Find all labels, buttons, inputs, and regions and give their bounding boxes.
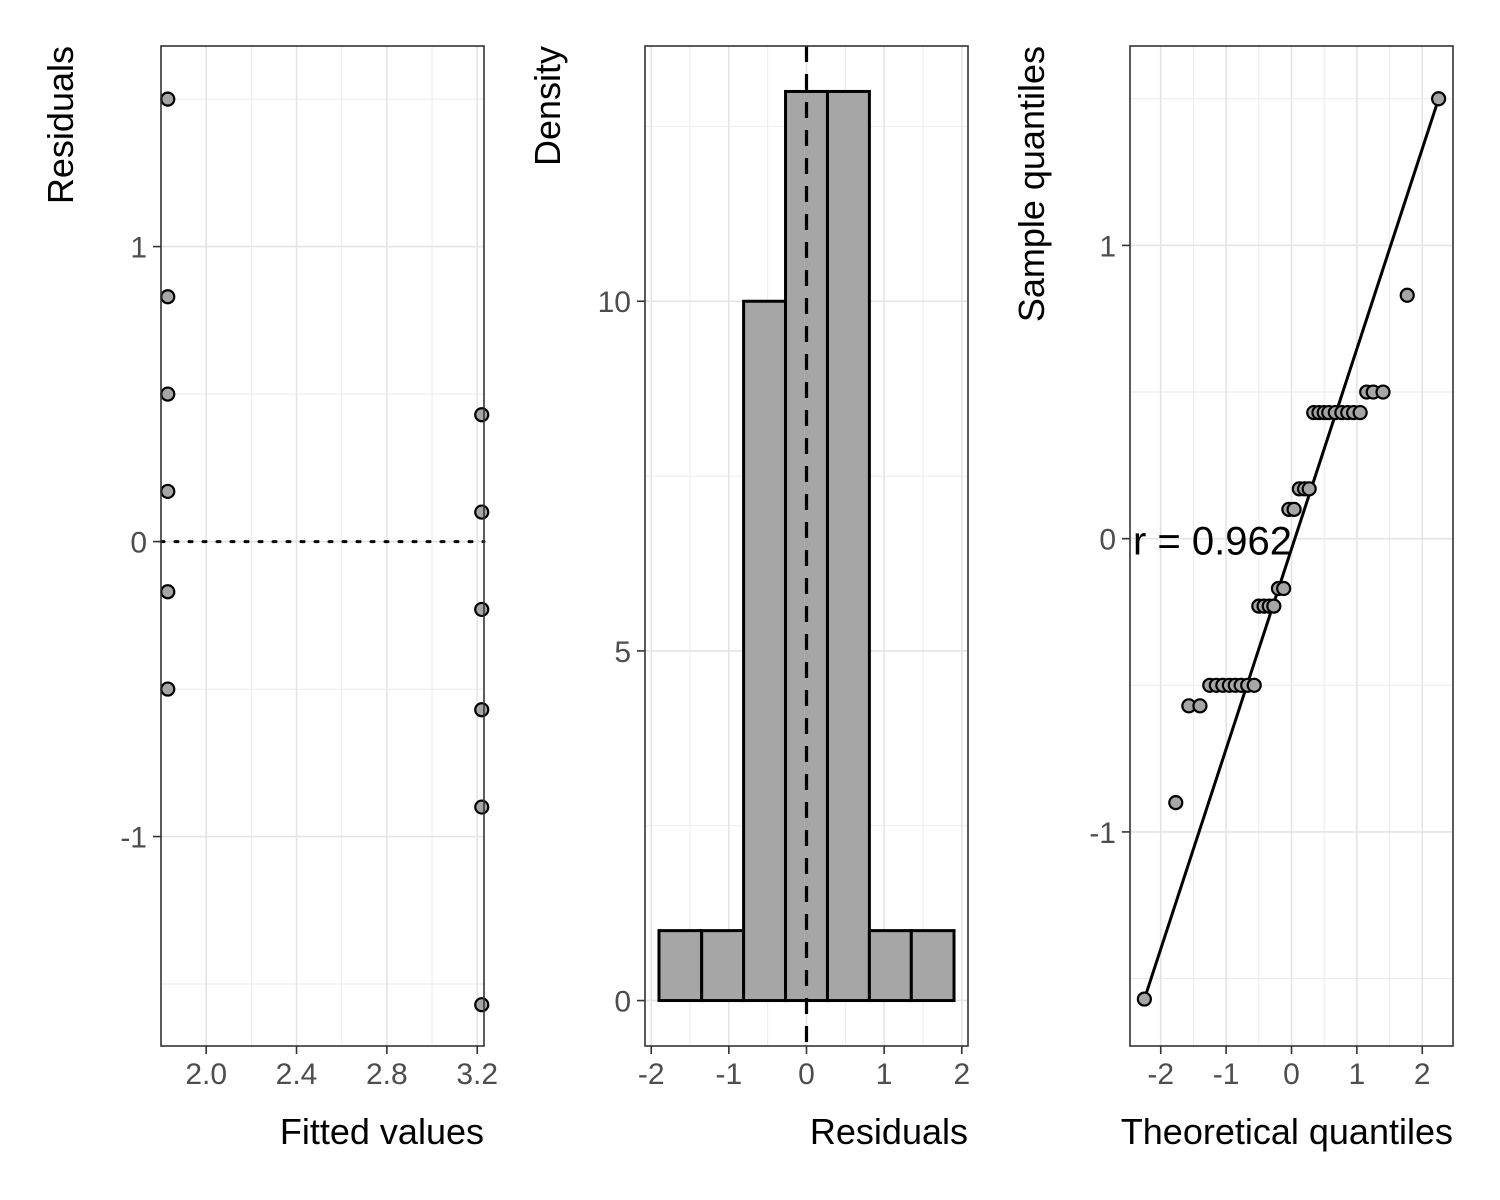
y-tick-label: 0 bbox=[614, 986, 631, 1019]
y-tick-label: 0 bbox=[130, 527, 147, 560]
data-point bbox=[160, 483, 176, 500]
y-tick-label: 5 bbox=[614, 636, 631, 669]
data-point bbox=[1375, 384, 1391, 400]
correlation-annotation: r = 0.962 bbox=[1133, 520, 1292, 564]
data-point bbox=[1399, 287, 1415, 303]
data-point bbox=[160, 386, 176, 402]
y-tick-label: 1 bbox=[130, 232, 147, 265]
y-tick-label: 1 bbox=[1099, 230, 1116, 263]
x-tick-label: -1 bbox=[1213, 1058, 1240, 1091]
histogram-bar bbox=[909, 929, 956, 1003]
x-tick-label: 2 bbox=[1414, 1058, 1431, 1091]
data-point bbox=[1286, 501, 1302, 517]
data-point bbox=[160, 681, 176, 697]
panel-residual-histogram: -2 -1 0 1 2 0 5 10 Residuals Density bbox=[527, 45, 970, 1152]
histogram-bar bbox=[867, 929, 913, 1003]
data-point bbox=[474, 504, 490, 520]
x-tick-label: 1 bbox=[876, 1058, 893, 1091]
x-tick-label: -2 bbox=[1147, 1058, 1174, 1091]
data-point bbox=[1136, 991, 1152, 1007]
x-tick-label: 2 bbox=[953, 1058, 970, 1091]
x-tick-label: 2.4 bbox=[276, 1058, 318, 1091]
data-point bbox=[1168, 794, 1184, 811]
data-point bbox=[160, 91, 176, 107]
histogram-bar bbox=[700, 929, 746, 1003]
x-tick-label: 2.8 bbox=[366, 1058, 408, 1091]
data-point bbox=[160, 289, 176, 305]
panel-border bbox=[160, 45, 485, 1047]
y-axis-title: Sample quantiles bbox=[1011, 46, 1052, 322]
y-tick-label: -1 bbox=[1089, 817, 1116, 850]
x-axis-title: Fitted values bbox=[280, 1111, 484, 1152]
data-point bbox=[474, 997, 490, 1013]
data-point bbox=[1192, 698, 1208, 714]
y-tick-label: 0 bbox=[1099, 524, 1116, 557]
data-point bbox=[1266, 598, 1282, 614]
y-axis-title: Density bbox=[527, 46, 568, 166]
data-point bbox=[1276, 580, 1292, 597]
data-point bbox=[474, 702, 490, 718]
data-point bbox=[160, 584, 176, 600]
x-tick-label: -2 bbox=[638, 1058, 665, 1091]
histogram-bar bbox=[742, 299, 788, 1003]
qq-reference-line bbox=[1142, 98, 1441, 1000]
data-point bbox=[1246, 677, 1262, 693]
panel-residuals-vs-fitted: 2.0 2.4 2.8 3.2 -1 0 1 Fitted values Residuals bbox=[40, 45, 498, 1152]
x-tick-label: 0 bbox=[1283, 1058, 1300, 1091]
data-point bbox=[1352, 404, 1368, 421]
x-tick-label: 0 bbox=[798, 1058, 815, 1091]
x-tick-label: 2.0 bbox=[185, 1058, 227, 1091]
panel-qq-plot: r = 0.962 -2 -1 0 1 2 -1 0 1 Theoretical quanti… bbox=[1011, 45, 1454, 1152]
x-tick-label: -1 bbox=[716, 1058, 743, 1091]
y-tick-label: 10 bbox=[598, 286, 631, 319]
data-point bbox=[474, 799, 490, 815]
x-axis-title: Residuals bbox=[810, 1111, 968, 1152]
y-tick-label: -1 bbox=[120, 822, 147, 855]
data-point bbox=[1431, 91, 1447, 107]
x-tick-label: 1 bbox=[1349, 1058, 1366, 1091]
data-point bbox=[474, 601, 490, 618]
y-axis-title: Residuals bbox=[40, 46, 81, 204]
histogram-bar bbox=[657, 929, 704, 1003]
histogram-bar bbox=[825, 89, 871, 1003]
x-tick-label: 3.2 bbox=[456, 1058, 498, 1091]
data-point bbox=[1301, 481, 1317, 497]
data-point bbox=[474, 407, 490, 423]
x-axis-title: Theoretical quantiles bbox=[1121, 1111, 1453, 1152]
